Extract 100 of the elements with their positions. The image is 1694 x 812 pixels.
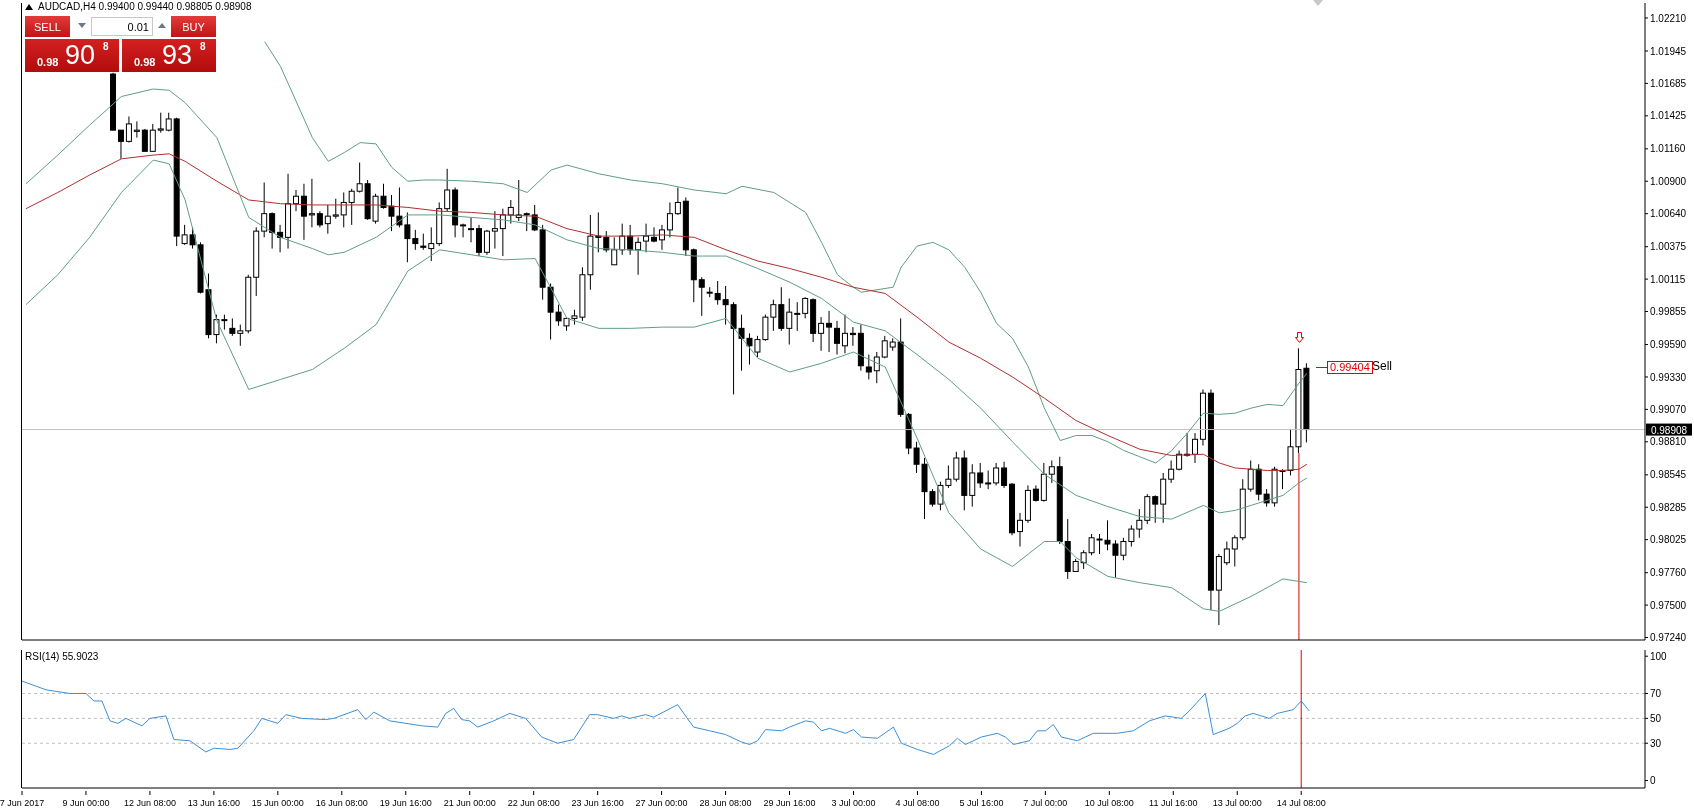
candlestick [841, 314, 848, 354]
candlestick [125, 115, 132, 144]
x-tick-label: 27 Jun 00:00 [635, 798, 688, 808]
y-tick-label: 0 [1650, 775, 1656, 787]
x-tick-label: 11 Jul 16:00 [1149, 798, 1198, 808]
candlestick [834, 320, 840, 356]
line-series [25, 88, 1308, 520]
ref-line-label: 0.98908 [1650, 424, 1688, 436]
candlestick [818, 316, 825, 352]
chart-title: RSI(14) 55.9023 [25, 651, 99, 662]
x-tick-label: 5 Jul 16:00 [959, 798, 1004, 808]
candlestick [993, 462, 1000, 486]
candlestick [1223, 541, 1230, 566]
x-tick-label: 21 Jun 00:00 [443, 798, 496, 808]
y-tick-label: 50 [1650, 712, 1662, 724]
y-tick-label: 0.99330 [1650, 371, 1687, 383]
candlestick [635, 236, 642, 276]
y-tick-label: 0.97760 [1650, 567, 1687, 579]
y-tick-label: 70 [1650, 688, 1662, 700]
candlestick [507, 199, 514, 225]
candlestick [117, 129, 124, 160]
candlestick [133, 120, 140, 139]
x-tick-label: 9 Jun 00:00 [62, 798, 110, 808]
candlestick [428, 226, 435, 262]
x-tick-label: 13 Jun 16:00 [187, 798, 240, 808]
x-tick-label: 12 Jun 08:00 [123, 798, 176, 808]
candlestick [674, 186, 681, 216]
y-tick-label: 0.98545 [1650, 469, 1687, 481]
candlestick [149, 123, 156, 152]
annotation: 90 [65, 40, 96, 71]
y-tick-label: 1.01685 [1650, 77, 1687, 89]
candlestick [332, 198, 339, 220]
candlestick [308, 178, 315, 228]
y-tick-label: 1.01945 [1650, 45, 1687, 57]
candlestick [1144, 493, 1151, 525]
y-tick-label: 0.97500 [1650, 599, 1687, 611]
candlestick [515, 179, 522, 222]
annotation: 0.99404 [1327, 360, 1373, 374]
line-series [25, 159, 1308, 612]
annotation: 0.98 [134, 56, 156, 68]
candlestick [873, 351, 880, 384]
candlestick [523, 211, 530, 232]
line-series [21, 680, 1310, 755]
line-series [264, 41, 1308, 464]
candlestick [698, 276, 705, 317]
candlestick [1016, 512, 1023, 548]
candlestick [985, 469, 992, 490]
candlestick [157, 112, 164, 134]
annotation: 8 [103, 41, 109, 52]
x-tick-label: 10 Jul 08:00 [1084, 798, 1134, 808]
y-tick-label: 30 [1650, 737, 1662, 749]
x-tick-label: 7 Jul 00:00 [1023, 798, 1068, 808]
candlestick [460, 223, 467, 238]
annotation: 93 [162, 40, 193, 71]
candlestick [261, 182, 268, 238]
candlestick [1168, 459, 1175, 484]
x-tick-label: 15 Jun 00:00 [251, 798, 304, 808]
x-tick-label: 14 Jul 08:00 [1276, 798, 1326, 808]
price-box: 0.98 90 8 [25, 39, 119, 72]
candlestick [969, 463, 976, 508]
candlestick [651, 226, 658, 243]
x-tick-label: 29 Jun 16:00 [763, 798, 816, 808]
candlestick [666, 201, 673, 238]
candlestick [977, 462, 984, 489]
price-box: 0.98 93 8 [122, 39, 216, 72]
x-tick-label: 4 Jul 08:00 [895, 798, 940, 808]
candlestick [293, 189, 299, 212]
candlestick [340, 191, 347, 228]
y-tick-label: 0.99070 [1650, 403, 1687, 415]
candlestick [802, 296, 809, 319]
y-tick-label: 1.00640 [1650, 208, 1687, 220]
candlestick [1152, 494, 1159, 524]
y-tick-label: 1.02210 [1650, 12, 1687, 24]
y-tick-label: 0.99590 [1650, 339, 1687, 351]
text-field: 0.01 [91, 17, 153, 36]
candlestick [794, 301, 801, 332]
x-tick-label: 22 Jun 08:00 [507, 798, 560, 808]
candlestick [324, 204, 331, 235]
y-tick-label: 1.00115 [1650, 273, 1686, 285]
candlestick [491, 210, 498, 250]
button: SELL [25, 16, 70, 37]
x-tick-label: 23 Jun 16:00 [571, 798, 624, 808]
candlestick [786, 297, 793, 346]
x-tick-label: 28 Jun 08:00 [699, 798, 752, 808]
y-tick-label: 0.98285 [1650, 501, 1687, 513]
candlestick [643, 223, 650, 253]
candlestick [865, 354, 872, 380]
annotation: 0.98 [37, 56, 59, 68]
candlestick [444, 168, 451, 212]
annotation: 8 [200, 41, 206, 52]
candlestick [611, 236, 618, 266]
y-tick-label: 100 [1650, 650, 1668, 662]
x-tick-label: 7 Jun 2017 [0, 798, 45, 808]
candlestick [475, 224, 482, 257]
candlestick [1247, 459, 1254, 493]
button: BUY [171, 16, 216, 37]
candlestick [849, 326, 856, 347]
chart-title: AUDCAD,H4 0.99400 0.99440 0.98805 0.98908 [38, 1, 252, 12]
candlestick [1192, 432, 1199, 464]
y-tick-label: 0.98025 [1650, 534, 1687, 546]
